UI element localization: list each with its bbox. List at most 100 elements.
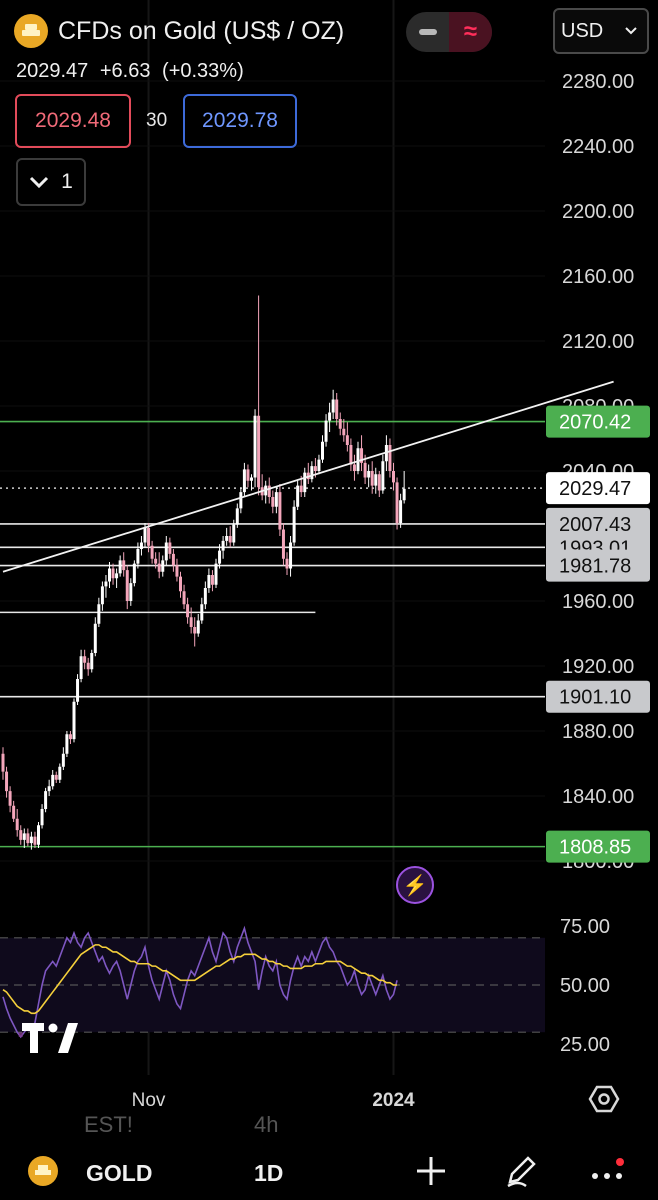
currency-select[interactable]: USD <box>553 8 649 54</box>
candle-body <box>29 836 33 844</box>
hidden-row-label: EST! <box>84 1112 133 1137</box>
candle-body <box>161 560 165 572</box>
price-level-badge <box>546 680 650 713</box>
last-price: 2029.47 <box>16 60 89 82</box>
candle-body <box>356 448 360 471</box>
gold-bars-icon[interactable] <box>28 1156 58 1186</box>
chevron-down-icon <box>625 27 637 35</box>
horizontal-lines <box>0 420 545 848</box>
candle-body <box>58 766 62 780</box>
candle-body <box>253 415 257 478</box>
spread-value: 30 <box>146 110 168 131</box>
candle-body <box>374 474 378 486</box>
candle-body <box>203 588 207 605</box>
price-level-label: 1808.85 <box>559 837 631 859</box>
candle-body <box>12 805 16 819</box>
candle-body <box>228 536 232 543</box>
candle-body <box>267 485 271 497</box>
price-change: +6.63 <box>99 60 151 82</box>
price-level-badge <box>546 405 650 438</box>
tradingview-logo-icon <box>22 1018 78 1062</box>
candle-body <box>207 575 211 588</box>
candle-body <box>51 774 55 787</box>
more-dots-icon[interactable] <box>590 1154 624 1188</box>
candle-body <box>150 545 154 559</box>
plus-icon[interactable] <box>414 1154 448 1188</box>
candle-body <box>328 412 332 421</box>
candle-body <box>274 492 278 507</box>
pencil-icon[interactable] <box>504 1154 538 1188</box>
candle-body <box>242 469 246 493</box>
candle-body <box>289 542 293 569</box>
toolbar-symbol[interactable]: GOLD <box>86 1160 153 1186</box>
candle-body <box>76 679 80 702</box>
minus-toggle[interactable] <box>406 12 449 52</box>
candle-body <box>313 466 317 471</box>
candle-body <box>115 573 119 579</box>
hidden-row-interval: 4h <box>254 1112 279 1137</box>
candle-body <box>246 469 250 481</box>
trendline <box>2 380 614 573</box>
candle-body <box>239 492 243 509</box>
candle-body <box>292 506 296 543</box>
candle-body <box>15 818 19 831</box>
candle-body <box>303 472 307 493</box>
candle-body <box>8 791 12 806</box>
candle-body <box>257 415 261 488</box>
candle-body <box>171 553 175 566</box>
price-level-label: 2007.43 <box>559 514 631 536</box>
candle-body <box>65 734 69 754</box>
time-tick-label: Nov <box>132 1090 166 1111</box>
candle-body <box>235 508 239 525</box>
candle-body <box>68 734 72 740</box>
candle-body <box>111 568 115 579</box>
sell-button[interactable]: 2029.48 <box>15 94 131 148</box>
candle-body <box>392 471 395 483</box>
toolbar-interval[interactable]: 1D <box>254 1160 284 1186</box>
time-tick-label: 2024 <box>372 1090 415 1111</box>
candle-body <box>335 399 339 419</box>
waves-icon: ≈ <box>463 18 478 45</box>
candle-body <box>271 497 275 507</box>
candle-body <box>47 786 51 792</box>
candle-body <box>281 529 285 559</box>
candle-body <box>381 461 385 491</box>
candle-body <box>296 485 300 507</box>
candle-body <box>200 604 204 621</box>
buy-button[interactable]: 2029.78 <box>183 94 297 148</box>
candle-body <box>388 445 392 471</box>
candle-body <box>97 604 101 624</box>
candle-body <box>352 464 356 471</box>
candle-body <box>377 474 381 491</box>
candle-body <box>157 563 161 572</box>
candle-body <box>210 575 214 585</box>
price-level-label: 1981.78 <box>559 556 631 578</box>
view-toggle[interactable]: ≈ <box>406 12 492 52</box>
candle-body <box>83 656 87 663</box>
indicator-count: 1 <box>61 170 73 193</box>
candle-body <box>168 542 172 554</box>
price-level-badge <box>546 549 650 582</box>
candle-body <box>221 540 225 551</box>
collapse-indicators-button[interactable]: 1 <box>16 158 86 206</box>
candle-body <box>72 701 76 740</box>
price-axis: 2280.002240.002200.002160.002120.002080.… <box>546 71 650 873</box>
rsi-tick-label: 50.00 <box>560 975 610 997</box>
candle-body <box>19 830 23 840</box>
price-level-label: 1901.10 <box>559 687 631 709</box>
symbol-header[interactable]: CFDs on Gold (US$ / OZ) <box>14 14 344 48</box>
price-tick-label: 2120.00 <box>562 331 634 353</box>
candle-body <box>218 550 222 564</box>
waves-toggle[interactable]: ≈ <box>449 12 492 52</box>
currency-value: USD <box>561 19 604 42</box>
candle-body <box>331 399 335 413</box>
candle-body <box>37 825 40 845</box>
candle-body <box>317 459 321 471</box>
candle-body <box>214 563 218 585</box>
price-tick-label: 2200.00 <box>562 201 634 223</box>
candle-body <box>125 570 129 601</box>
candle-body <box>90 653 94 670</box>
lightning-button[interactable]: ⚡ <box>396 866 434 904</box>
hexagon-settings-icon[interactable] <box>588 1083 620 1115</box>
